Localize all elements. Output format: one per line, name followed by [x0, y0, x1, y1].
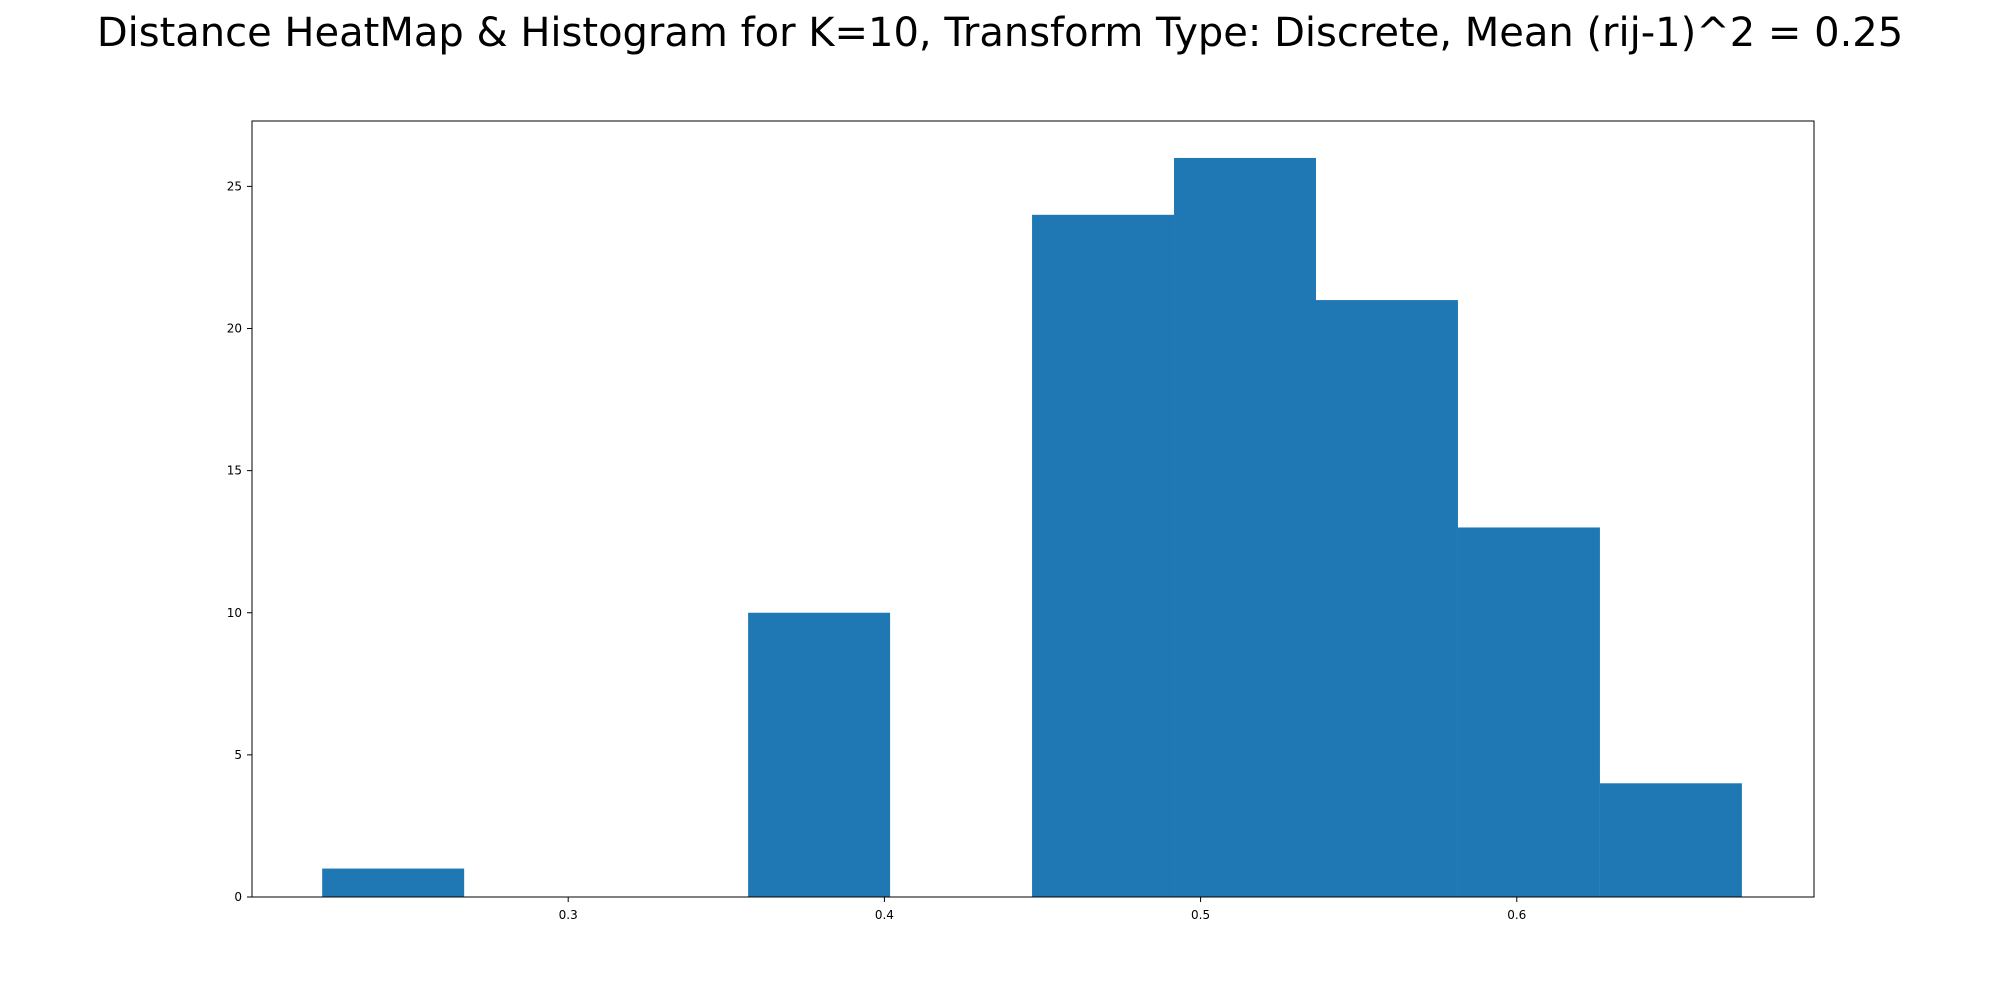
histogram-bar — [322, 868, 465, 897]
y-tick-label: 20 — [227, 322, 242, 336]
y-axis: 0 5 10 15 20 25 — [227, 179, 252, 904]
histogram-bar — [1032, 214, 1175, 898]
y-tick-label: 0 — [234, 890, 242, 904]
x-tick-label: 0.3 — [559, 908, 578, 922]
y-tick-label: 10 — [227, 606, 242, 620]
y-tick-label: 15 — [227, 464, 242, 478]
x-axis: 0.3 0.4 0.5 0.6 — [559, 897, 1526, 922]
x-tick-label: 0.6 — [1507, 908, 1526, 922]
plot-area-frame — [251, 120, 1815, 898]
histogram-bar — [1599, 783, 1742, 897]
y-tick-label: 5 — [234, 748, 242, 762]
chart-title: Distance HeatMap & Histogram for K=10, T… — [96, 10, 1904, 56]
histogram-bar — [1457, 527, 1600, 897]
x-tick-label: 0.5 — [1191, 908, 1210, 922]
histogram-bar — [1315, 300, 1458, 898]
histogram-bar — [748, 612, 891, 897]
x-tick-label: 0.4 — [875, 908, 894, 922]
bars-group — [322, 157, 1742, 898]
histogram-bar — [1174, 157, 1316, 897]
y-tick-label: 25 — [227, 179, 242, 193]
